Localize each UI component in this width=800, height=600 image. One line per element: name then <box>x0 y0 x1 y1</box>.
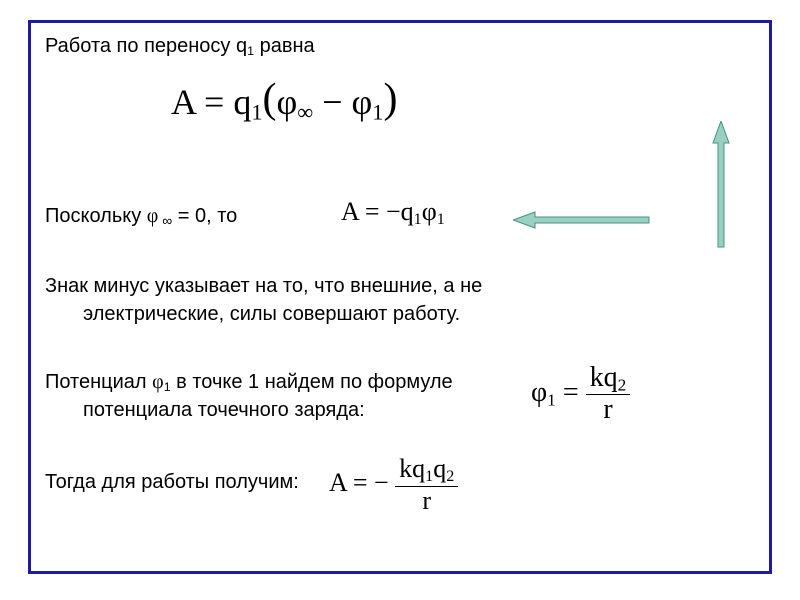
f2-eq: = − <box>358 197 400 226</box>
arrow-left-icon <box>513 210 651 230</box>
f4-q: q <box>412 454 425 483</box>
line-1: Работа по переносу q1 равна <box>45 33 315 59</box>
line-1-a: Работа по переносу q <box>45 35 247 57</box>
l2a: Поскольку <box>45 205 147 227</box>
l4-sub: 1 <box>164 380 171 394</box>
f2-q: q <box>401 197 414 226</box>
f3-q: q <box>604 362 618 393</box>
line-1-sub: 1 <box>247 44 254 58</box>
f3-eq: = <box>556 377 586 408</box>
l4b: в точке 1 найдем по формуле <box>171 371 453 393</box>
slide-frame: Работа по переносу q1 равна A = q1(φ∞ − … <box>28 20 772 574</box>
arrow-up-icon <box>711 121 731 249</box>
f2-s1b: 1 <box>437 211 445 228</box>
f2-s1: 1 <box>414 211 422 228</box>
f1-minus: − <box>313 82 351 122</box>
f3-s1: 1 <box>547 390 556 409</box>
line-4c: потенциала точечного заряда: <box>83 397 365 423</box>
formula-a-neg: A = −q1φ1 <box>341 197 445 229</box>
line-1-tail: равна <box>254 35 315 57</box>
line-3a: Знак минус указывает на то, что внешние,… <box>45 273 482 299</box>
f1-open: ( <box>262 76 276 122</box>
l4a: Потенциал <box>45 371 152 393</box>
line-5: Тогда для работы получим: <box>45 469 299 495</box>
l5-text: Тогда для работы получим: <box>45 471 299 493</box>
line-3b: электрические, силы совершают работу. <box>83 301 460 327</box>
f4-A: A <box>329 468 346 497</box>
f1-phi2: φ <box>352 82 373 122</box>
slide-content: Работа по переносу q1 равна A = q1(φ∞ − … <box>31 23 769 571</box>
f3-frac: kq2r <box>586 363 631 426</box>
l4c-text: потенциала точечного заряда: <box>83 399 365 421</box>
l2b: = 0, то <box>172 205 237 227</box>
l2-inf: ∞ <box>158 213 172 229</box>
l3a-text: Знак минус указывает на то, что внешние,… <box>45 275 482 297</box>
f3-k: k <box>590 362 604 393</box>
f4-s2: 2 <box>446 468 454 485</box>
f1-A: A <box>171 82 195 122</box>
f2-A: A <box>341 197 358 226</box>
f1-q: q <box>233 82 251 122</box>
f1-phi: φ <box>276 82 297 122</box>
f3-phi: φ <box>531 377 547 408</box>
f4-eq: = − <box>346 468 395 497</box>
formula-work: A = − kq1q2r <box>329 455 458 515</box>
formula-phi1: φ1 = kq2r <box>531 363 630 426</box>
f1-s1b: 1 <box>372 100 383 125</box>
line-2: Поскольку φ ∞ = 0, то <box>45 203 237 230</box>
f1-s1: 1 <box>251 100 262 125</box>
f4-k: k <box>399 454 412 483</box>
f4-den: r <box>395 487 458 516</box>
l2-phi: φ <box>147 205 159 227</box>
f1-close: ) <box>383 76 397 122</box>
f3-den: r <box>586 395 631 426</box>
l3b-text: электрические, силы совершают работу. <box>83 303 460 325</box>
f3-s2: 2 <box>618 375 627 394</box>
f1-inf: ∞ <box>297 100 313 125</box>
formula-main: A = q1(φ∞ − φ1) <box>171 77 397 126</box>
line-4a: Потенциал φ1 в точке 1 найдем по формуле <box>45 369 453 395</box>
f4-q2: q <box>433 454 446 483</box>
f2-phi: φ <box>422 197 437 226</box>
l4-phi: φ <box>152 371 164 393</box>
f1-eq: = <box>195 82 233 122</box>
f4-frac: kq1q2r <box>395 455 458 515</box>
